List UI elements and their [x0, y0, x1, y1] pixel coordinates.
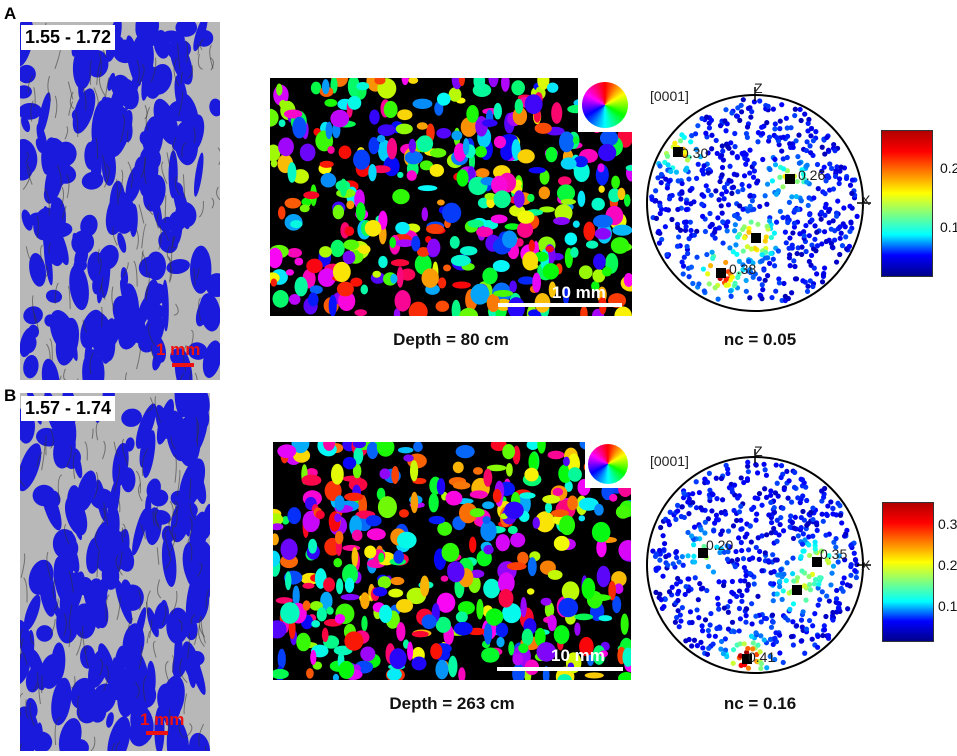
axis-x-label-a: X [861, 192, 871, 208]
depth-caption-a: Depth = 80 cm [393, 330, 509, 349]
plane-label-a: [0001] [650, 88, 689, 104]
micro-scalebar-a [172, 363, 194, 367]
density-range-label-a: 1.55 - 1.72 [21, 25, 116, 50]
pole-figure-a [646, 87, 871, 312]
density-range-label-b: 1.57 - 1.74 [21, 396, 116, 421]
colorbar-tick-b-3: 0.1 [938, 598, 957, 614]
ebsd-orientation-map-a [270, 78, 632, 316]
nc-caption-a: nc = 0.05 [723, 330, 797, 349]
nc-caption-b: nc = 0.16 [723, 694, 797, 713]
color-key-box-b [585, 440, 631, 488]
micro-scalebar-b [146, 731, 168, 735]
pole-value-a-2: 0.26 [798, 167, 826, 183]
microstructure-image-a [20, 22, 220, 380]
axis-z-label-b: Z [754, 443, 763, 459]
ebsd-scale-label-b: 10 mm [551, 646, 605, 665]
colorbar-tick-a-1: 0.2 [940, 160, 957, 176]
orientation-color-wheel-icon [588, 444, 628, 484]
colorbar-a [881, 130, 933, 277]
axis-z-label-a: Z [754, 80, 763, 96]
depth-caption-b: Depth = 263 cm [389, 694, 515, 713]
colorbar-tick-b-2: 0.2 [938, 557, 957, 573]
pole-value-b-2: 0.35 [820, 546, 848, 562]
ebsd-orientation-map-b [273, 442, 631, 680]
color-key-box-a [578, 78, 632, 132]
microstructure-image-b [20, 393, 210, 751]
ebsd-scalebar-b [497, 667, 623, 671]
pole-value-a-1: 0.30 [681, 145, 709, 161]
orientation-color-wheel-icon [582, 82, 628, 128]
panel-letter-a: A [4, 4, 17, 23]
ebsd-scale-label-a: 10 mm [552, 283, 606, 302]
pole-value-a-3: 0.38 [729, 261, 757, 277]
colorbar-b [882, 502, 934, 642]
axis-x-label-b: X [861, 557, 871, 573]
ebsd-scalebar-a [498, 303, 622, 307]
plane-label-b: [0001] [650, 453, 689, 469]
pole-value-b-1: 0.20 [706, 537, 734, 553]
micro-scale-label-b: 1 mm [140, 710, 185, 729]
colorbar-tick-a-2: 0.1 [940, 219, 957, 235]
micro-scale-label-a: 1 mm [156, 340, 201, 359]
pole-figure-b [646, 449, 871, 674]
panel-letter-b: B [4, 386, 17, 405]
pole-value-b-3: 0.41 [748, 649, 776, 665]
colorbar-tick-b-1: 0.3 [938, 516, 957, 532]
